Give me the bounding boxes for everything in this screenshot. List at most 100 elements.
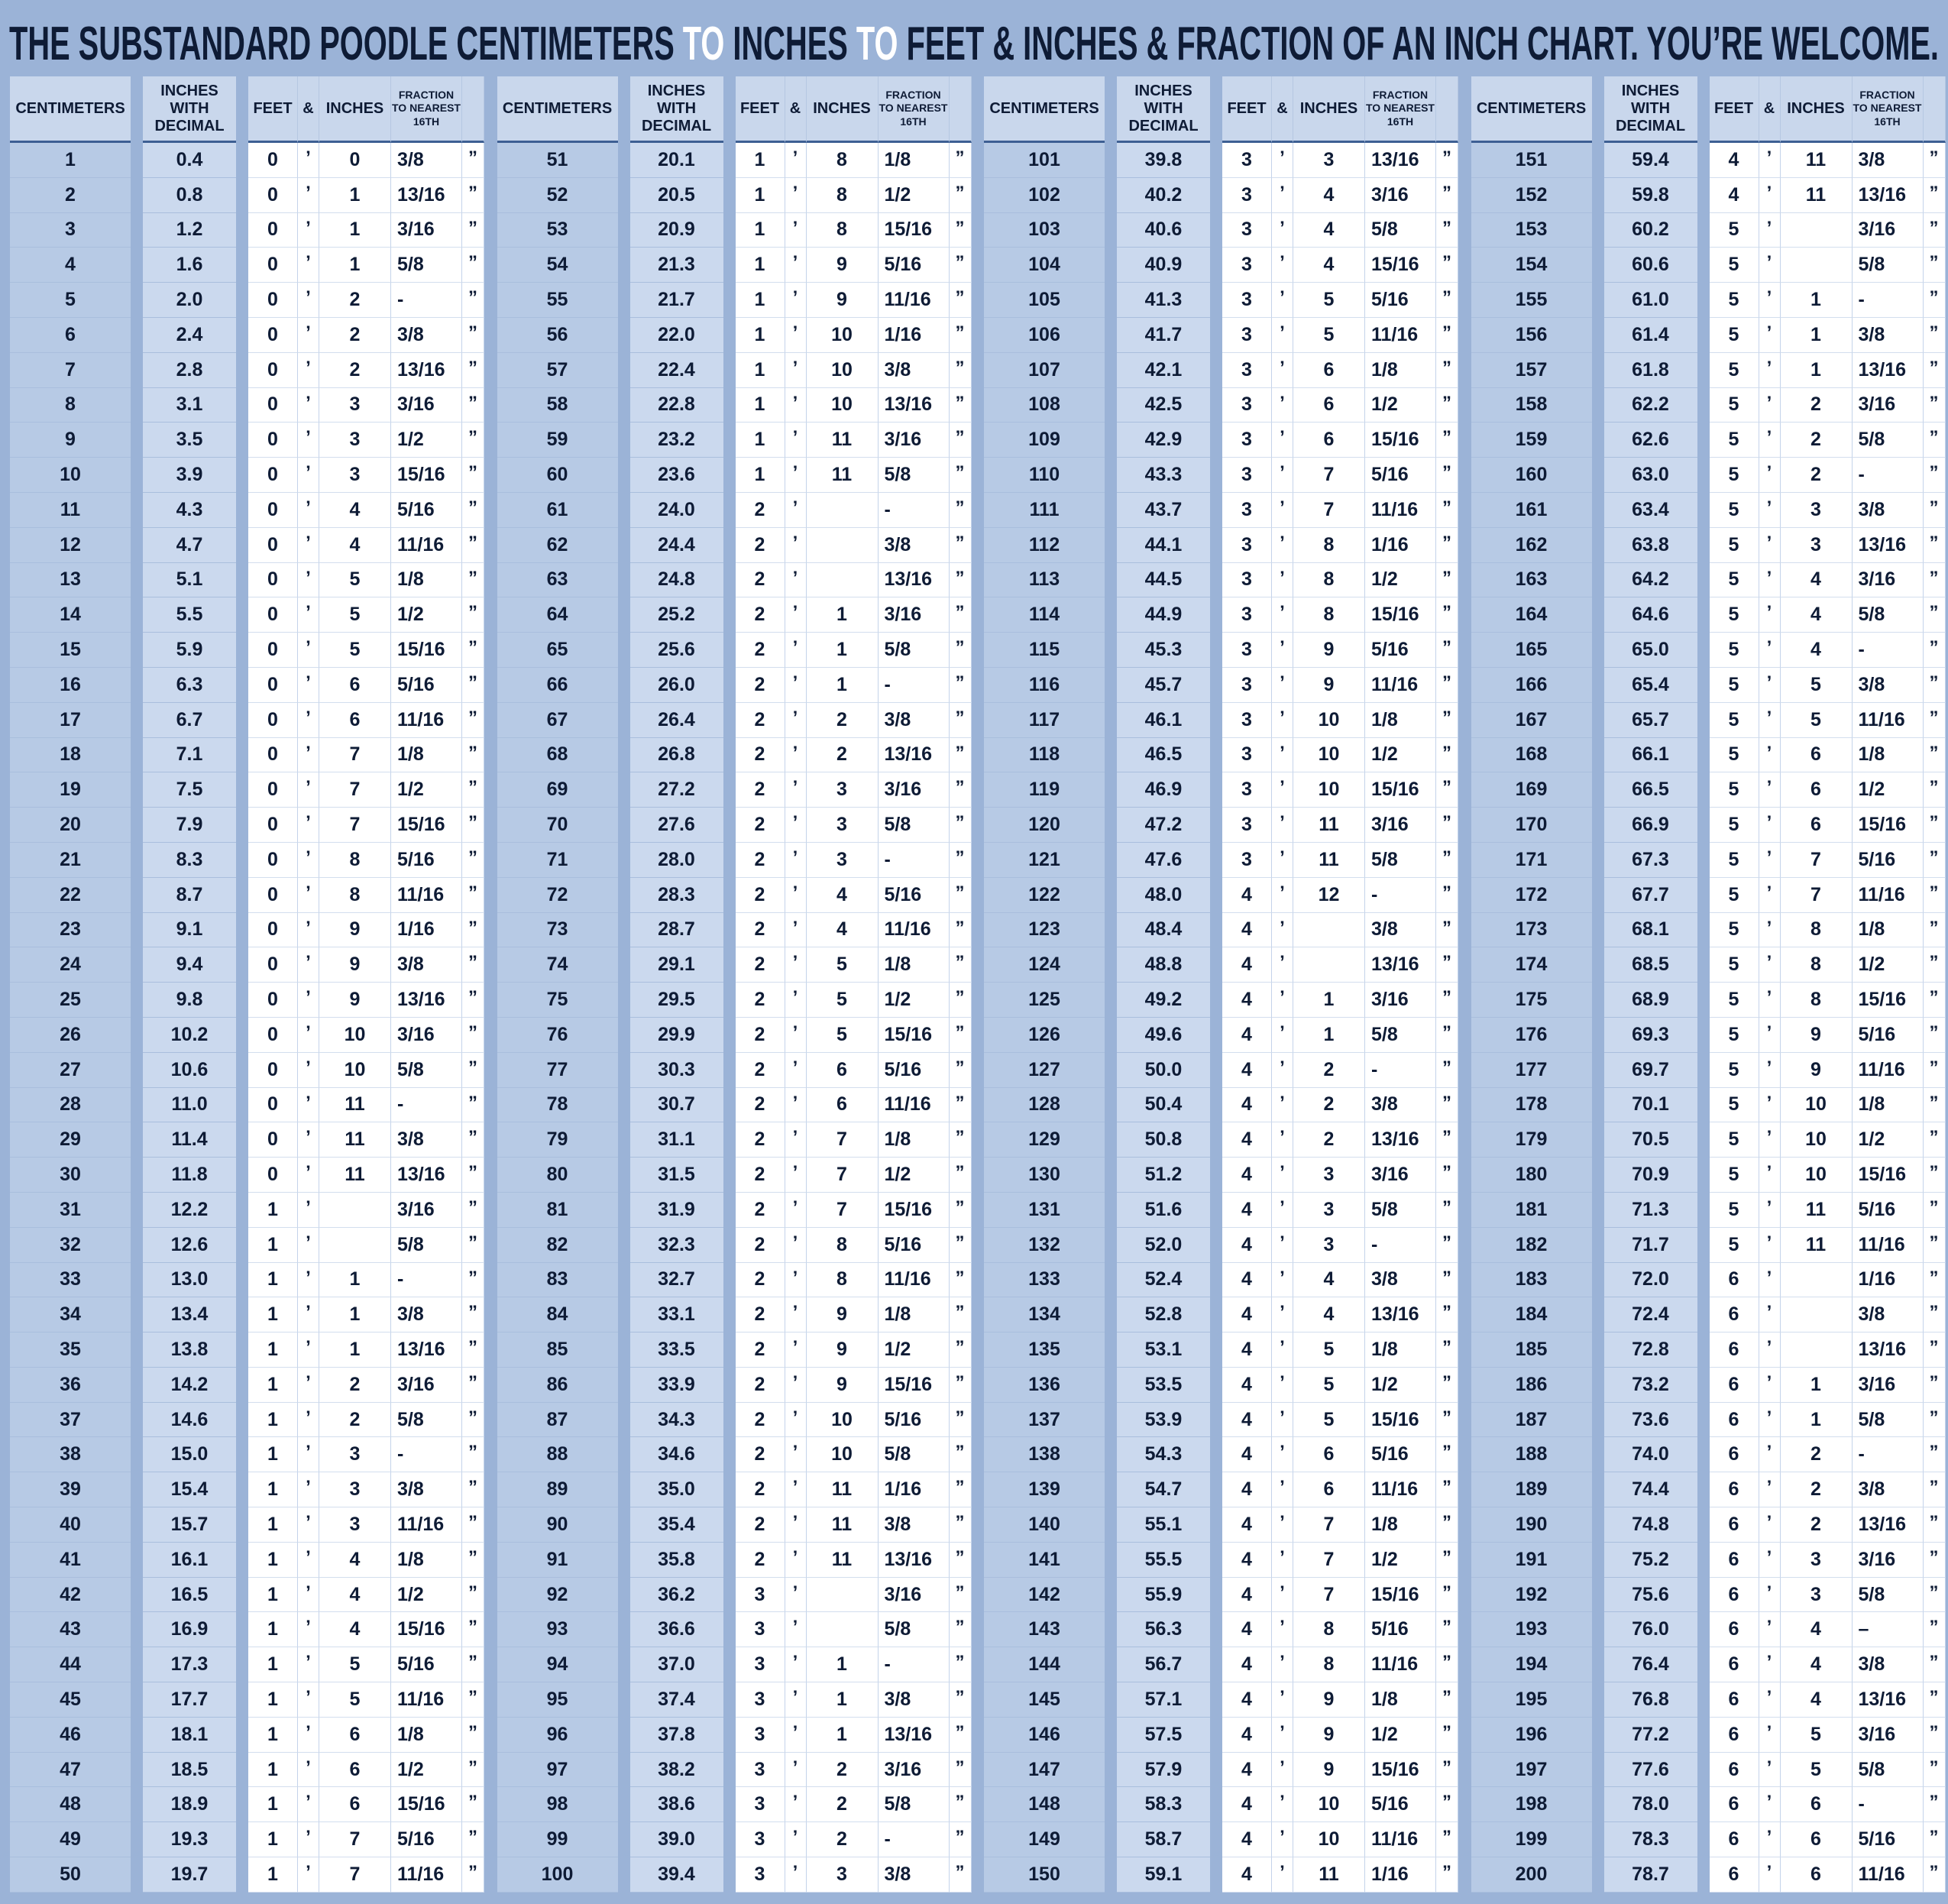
- cell-foot-mark: ’: [298, 492, 319, 528]
- cell-feet: 3: [1222, 492, 1272, 528]
- cell-inch-mark: ”: [1436, 983, 1458, 1018]
- header-feet: FEET: [735, 76, 785, 143]
- cell-feet: 3: [1222, 772, 1272, 808]
- cell-inches-decimal: 22.4: [629, 352, 723, 388]
- cell-foot-mark: ’: [785, 387, 807, 423]
- cell-inches-decimal: 31.5: [629, 1158, 723, 1193]
- cell-centimeters: 36: [10, 1367, 131, 1403]
- cell-foot-mark: ’: [1759, 1122, 1781, 1158]
- cell-foot-mark: ’: [1272, 1158, 1293, 1193]
- cell-inches-decimal: 59.4: [1603, 143, 1697, 178]
- cell-centimeters: 112: [984, 527, 1105, 563]
- cell-inches-decimal: 16.9: [143, 1612, 236, 1648]
- cell-inches: 6: [1780, 772, 1853, 808]
- cell-foot-mark: ’: [1272, 1542, 1293, 1578]
- cell-feet: 0: [248, 597, 298, 633]
- cell-fraction: -: [1852, 1787, 1924, 1823]
- cell-inch-mark: ”: [462, 1052, 484, 1088]
- cell-fraction: 13/16: [1852, 177, 1924, 213]
- cell-centimeters: 35: [10, 1332, 131, 1368]
- cell-foot-mark: ’: [1759, 1647, 1781, 1683]
- cell-inch-mark: ”: [462, 1297, 484, 1333]
- header-foot-mark: &: [1759, 76, 1781, 143]
- cell-inches-decimal: 4.7: [143, 527, 236, 563]
- cell-foot-mark: ’: [1759, 1052, 1781, 1088]
- cell-centimeters: 60: [497, 458, 618, 493]
- cell-foot-mark: ’: [298, 983, 319, 1018]
- cell-feet: 1: [248, 1787, 298, 1823]
- cell-foot-mark: ’: [298, 143, 319, 178]
- cell-centimeters: 7: [10, 352, 131, 388]
- cell-inches-decimal: 66.9: [1603, 808, 1697, 843]
- cell-centimeters: 3: [10, 212, 131, 248]
- cell-foot-mark: ’: [298, 1682, 319, 1718]
- cell-inches: 8: [1780, 947, 1853, 983]
- cell-fraction: 11/16: [391, 877, 462, 913]
- cell-feet: 5: [1709, 317, 1759, 353]
- cell-inches-decimal: 35.8: [629, 1542, 723, 1578]
- title-highlight-to: TO: [856, 18, 898, 70]
- cell-fraction: 1/2: [1365, 737, 1436, 773]
- column-feet: FEET 4 4 5 5 5 5 5 5 5 5 5 5 5 5 5 5 5 5 5 5 5 5 5 5 5 5 5 5 5 5 5 5 6 6 6 6…: [1709, 76, 1759, 1893]
- cell-inch-mark: ”: [462, 352, 484, 388]
- cell-inches: 2: [1780, 458, 1853, 493]
- cell-fraction: -: [391, 1437, 462, 1473]
- cell-centimeters: 62: [497, 527, 618, 563]
- cell-centimeters: 51: [497, 143, 618, 178]
- cell-foot-mark: ’: [1272, 1087, 1293, 1123]
- svg-text:THE SUBSTANDARD POODLE CENTIME: THE SUBSTANDARD POODLE CENTIMETERS TO IN…: [9, 18, 1939, 70]
- cell-centimeters: 133: [984, 1262, 1105, 1298]
- cell-foot-mark: ’: [298, 1647, 319, 1683]
- cell-feet: 6: [1709, 1332, 1759, 1368]
- cell-fraction: 11/16: [391, 1857, 462, 1893]
- cell-foot-mark: ’: [1272, 387, 1293, 423]
- cell-inches: 5: [319, 562, 391, 598]
- cell-inches-decimal: 54.7: [1117, 1472, 1210, 1508]
- cell-inches-decimal: 32.3: [629, 1227, 723, 1263]
- cell-inches-decimal: 38.6: [629, 1787, 723, 1823]
- cell-foot-mark: ’: [1272, 1717, 1293, 1753]
- cell-inches: 1: [319, 248, 391, 283]
- cell-inches: 7: [1293, 492, 1365, 528]
- cell-centimeters: 77: [497, 1052, 618, 1088]
- cell-fraction: -: [878, 1647, 950, 1683]
- cell-inches-decimal: 17.3: [143, 1647, 236, 1683]
- cell-inches: 9: [1780, 1017, 1853, 1053]
- cell-feet: 3: [735, 1857, 785, 1893]
- cell-centimeters: 72: [497, 877, 618, 913]
- cell-foot-mark: ’: [298, 633, 319, 668]
- cell-foot-mark: ’: [785, 912, 807, 948]
- cell-inch-mark: ”: [462, 1367, 484, 1403]
- cell-feet: 6: [1709, 1682, 1759, 1718]
- cell-foot-mark: ’: [298, 1717, 319, 1753]
- cell-fraction: 13/16: [391, 1332, 462, 1368]
- cell-fraction: 3/16: [391, 1192, 462, 1228]
- cell-inches-decimal: 39.0: [629, 1822, 723, 1858]
- cell-foot-mark: ’: [298, 667, 319, 703]
- cell-inch-mark: ”: [949, 1227, 972, 1263]
- cell-inch-mark: ”: [462, 633, 484, 668]
- cell-feet: 4: [1222, 1682, 1272, 1718]
- cell-feet: 1: [735, 248, 785, 283]
- cell-centimeters: 156: [1471, 317, 1592, 353]
- cell-feet: 5: [1709, 1122, 1759, 1158]
- cell-feet: 1: [735, 317, 785, 353]
- cell-fraction: 5/16: [391, 492, 462, 528]
- cell-inches: 10: [806, 317, 879, 353]
- cell-inches: 3: [1780, 527, 1853, 563]
- cell-centimeters: 92: [497, 1577, 618, 1613]
- cell-inches-decimal: 64.2: [1603, 562, 1697, 598]
- cell-fraction: -: [1365, 1227, 1436, 1263]
- cell-fraction: 15/16: [1365, 1752, 1436, 1788]
- cell-inch-mark: ”: [949, 947, 972, 983]
- cell-foot-mark: ’: [785, 352, 807, 388]
- cell-centimeters: 109: [984, 423, 1105, 458]
- cell-inches: 8: [319, 842, 391, 878]
- cell-feet: 4: [1222, 912, 1272, 948]
- cell-foot-mark: ’: [1272, 597, 1293, 633]
- cell-inches-decimal: 53.5: [1117, 1367, 1210, 1403]
- cell-inches: 8: [806, 177, 879, 213]
- column-inch-mark: ””””””””””””””””””””””””””””””””””””””””…: [1923, 76, 1946, 1893]
- cell-fraction: 11/16: [878, 912, 950, 948]
- cell-foot-mark: ’: [1759, 317, 1781, 353]
